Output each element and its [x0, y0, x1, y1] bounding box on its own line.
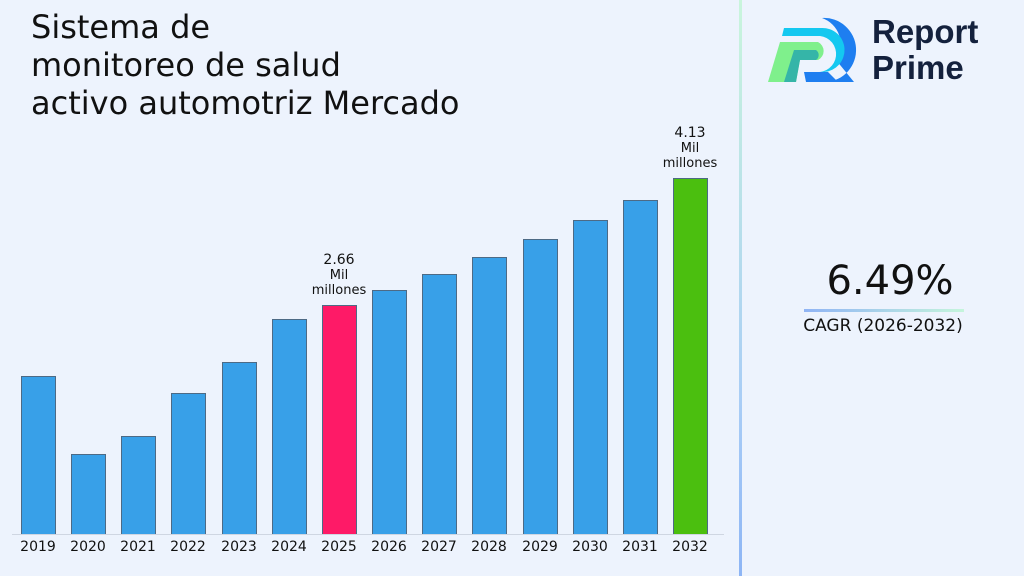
vertical-divider [739, 0, 742, 576]
bar-2021 [121, 436, 156, 534]
bar-2025 [322, 305, 357, 534]
chart-title: Sistema de monitoreo de salud activo aut… [31, 8, 551, 122]
bar-2020 [71, 454, 106, 534]
bar-2032 [673, 178, 708, 534]
bar-chart: Sistema de monitoreo de salud activo aut… [12, 8, 724, 555]
data-label-2025: 2.66 Mil millones [311, 252, 367, 299]
x-tick-label: 2027 [421, 539, 457, 555]
title-line-2: monitoreo de salud [31, 46, 341, 84]
brand-name: Report Prime [872, 14, 978, 86]
brand-line-1: Report [872, 13, 979, 50]
data-label-2032: 4.13 Mil millones [662, 125, 718, 172]
x-tick-label: 2030 [572, 539, 608, 555]
x-tick-label: 2025 [321, 539, 357, 555]
title-line-1: Sistema de [31, 8, 211, 46]
title-line-3: activo automotriz Mercado [31, 84, 460, 122]
x-tick-label: 2032 [672, 539, 708, 555]
bar-2028 [472, 257, 507, 534]
bar-2026 [372, 290, 407, 534]
x-tick-label: 2031 [622, 539, 658, 555]
x-tick-label: 2028 [471, 539, 507, 555]
bar-2023 [222, 362, 257, 534]
x-tick-label: 2022 [170, 539, 206, 555]
report-prime-logo-icon [768, 17, 857, 82]
cagr-label: CAGR (2026-2032) [803, 316, 963, 336]
x-tick-label: 2029 [522, 539, 558, 555]
x-tick-label: 2019 [20, 539, 56, 555]
x-axis-line [12, 534, 724, 535]
bar-2027 [422, 274, 457, 534]
bar-2030 [573, 220, 608, 534]
bar-2019 [21, 376, 56, 534]
x-tick-label: 2024 [271, 539, 307, 555]
brand-line-2: Prime [872, 49, 964, 86]
x-tick-label: 2020 [70, 539, 106, 555]
cagr-underline [804, 309, 964, 312]
x-tick-label: 2021 [120, 539, 156, 555]
x-tick-label: 2026 [371, 539, 407, 555]
bar-2024 [272, 319, 307, 534]
bar-2031 [623, 200, 658, 534]
bar-2022 [171, 393, 206, 534]
cagr-value: 6.49% [826, 258, 954, 304]
x-tick-label: 2023 [221, 539, 257, 555]
bar-2029 [523, 239, 558, 534]
